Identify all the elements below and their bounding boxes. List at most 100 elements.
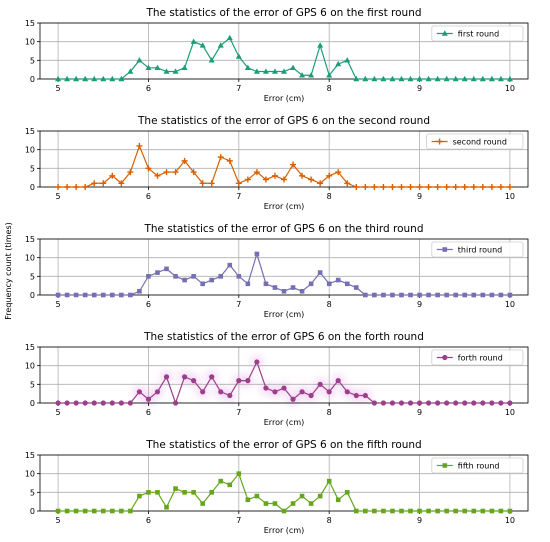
data-point — [272, 501, 278, 506]
x-tick-label: 5 — [56, 408, 61, 417]
data-point — [91, 75, 98, 82]
data-point — [434, 184, 441, 190]
data-point — [64, 75, 71, 82]
data-point — [154, 172, 161, 179]
x-tick-label: 5 — [56, 516, 61, 525]
data-point — [372, 292, 377, 298]
data-point — [128, 292, 133, 298]
data-point — [281, 508, 287, 514]
chart-panel-5: The statistics of the error of GPS 6 on … — [25, 439, 529, 535]
data-point — [344, 281, 350, 287]
data-point — [480, 400, 486, 406]
x-tick-label: 6 — [146, 300, 151, 309]
data-point — [254, 493, 260, 499]
legend-label: fifth round — [458, 462, 500, 471]
data-point — [399, 508, 404, 514]
data-point — [444, 400, 450, 406]
data-point — [109, 508, 115, 514]
data-point — [254, 359, 260, 365]
data-point — [235, 53, 242, 59]
x-tick-label: 8 — [327, 84, 332, 93]
data-point — [335, 60, 342, 67]
axes-frame — [39, 238, 529, 296]
data-point — [226, 34, 233, 41]
data-point — [488, 75, 495, 82]
data-point — [190, 169, 197, 176]
chart-title: The statistics of the error of GPS 6 on … — [143, 331, 424, 343]
data-point — [381, 508, 386, 514]
data-point — [479, 75, 486, 82]
data-point — [263, 501, 269, 506]
data-point — [353, 392, 359, 399]
y-tick-label: 10 — [25, 38, 35, 47]
data-point — [263, 281, 269, 287]
x-tick-label: 5 — [56, 84, 61, 93]
data-point — [407, 184, 414, 190]
data-point — [398, 75, 405, 82]
data-point — [209, 277, 215, 283]
data-point — [236, 378, 242, 384]
data-point — [127, 169, 134, 176]
data-point — [489, 508, 495, 514]
chart-title: The statistics of the error of GPS 6 on … — [145, 439, 421, 451]
data-point — [281, 385, 287, 391]
data-point — [244, 64, 251, 70]
data-point — [434, 75, 441, 82]
data-point — [55, 184, 62, 190]
data-point — [172, 400, 179, 406]
chart-title: The statistics of the error of GPS 6 on … — [145, 7, 421, 19]
data-point — [245, 378, 251, 384]
legend-box — [431, 241, 524, 258]
data-point — [208, 180, 215, 187]
chart-panel-2: The statistics of the error of GPS 6 on … — [25, 115, 529, 211]
data-point — [263, 385, 269, 391]
data-point — [244, 176, 251, 183]
data-point — [64, 508, 70, 514]
data-point — [344, 490, 350, 495]
data-point — [109, 292, 115, 298]
figure-y-axis-label: Frequency count (times) — [4, 222, 13, 319]
data-point — [462, 508, 468, 514]
data-point — [100, 180, 107, 187]
data-point — [200, 281, 205, 287]
data-point — [344, 57, 351, 63]
data-point — [163, 68, 170, 74]
y-tick-label: 15 — [25, 343, 35, 352]
x-tick-label: 10 — [505, 300, 515, 309]
data-point — [362, 392, 368, 399]
y-tick-label: 15 — [25, 127, 35, 136]
data-point — [272, 285, 278, 290]
x-tick-label: 9 — [417, 84, 422, 93]
data-point — [55, 508, 61, 514]
data-point — [507, 400, 513, 406]
data-point — [471, 400, 477, 406]
data-point — [100, 400, 106, 406]
data-point — [326, 72, 333, 78]
data-point — [227, 482, 233, 488]
x-tick-label: 6 — [146, 84, 151, 93]
data-point — [253, 68, 260, 74]
data-point — [173, 486, 178, 491]
data-point — [344, 180, 351, 187]
data-point — [245, 497, 251, 503]
data-point — [435, 508, 440, 514]
data-point — [136, 142, 143, 149]
legend-box — [431, 349, 524, 366]
data-point — [272, 389, 278, 395]
legend: first round — [431, 25, 524, 42]
x-axis-label: Error (cm) — [264, 526, 304, 535]
data-point — [118, 400, 124, 406]
axes-frame — [39, 22, 529, 80]
data-point — [200, 501, 205, 506]
data-point — [128, 508, 133, 514]
data-point — [218, 389, 224, 395]
data-point — [326, 281, 332, 287]
chart-panel-1: The statistics of the error of GPS 6 on … — [25, 7, 529, 103]
data-point — [191, 490, 196, 495]
data-point — [461, 75, 468, 82]
data-point — [218, 274, 224, 279]
data-point — [389, 75, 396, 82]
data-point — [317, 381, 323, 387]
x-tick-label: 8 — [327, 408, 332, 417]
data-point — [109, 172, 116, 179]
